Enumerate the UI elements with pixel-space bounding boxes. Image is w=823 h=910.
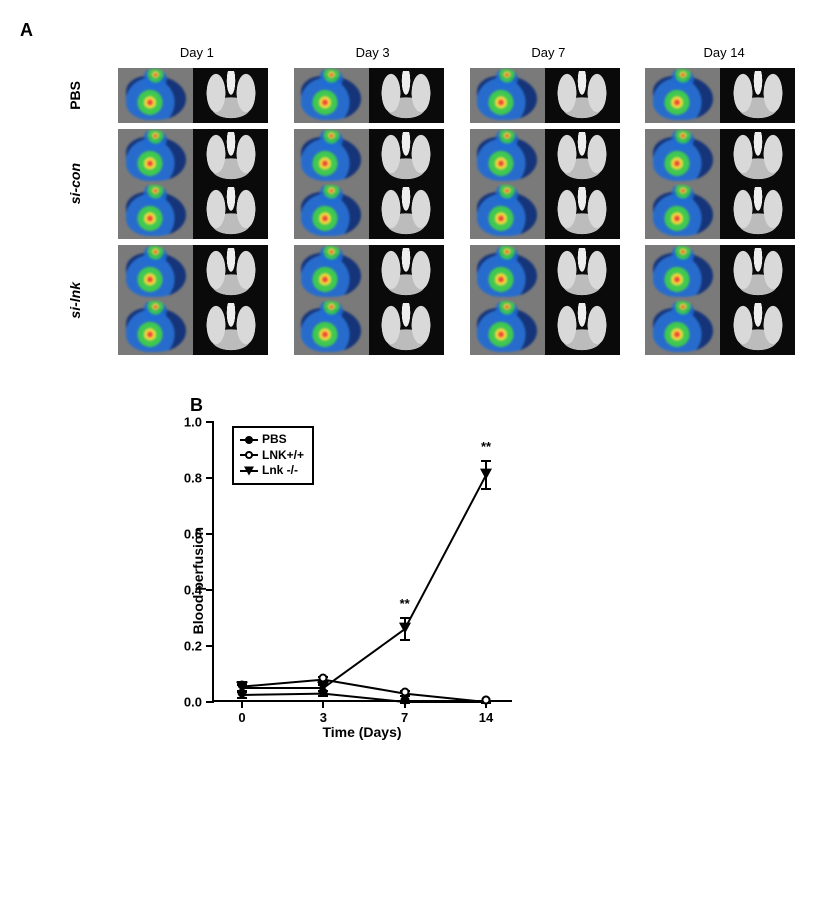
chart-ytick-label: 0.0 [184,695,214,710]
grayscale-image [193,68,268,123]
grayscale-image [720,245,795,300]
panel-a-image-pair [645,129,795,239]
chart-significance-marker: ** [481,439,491,454]
panel-b-label: B [190,395,803,416]
grayscale-image [369,129,444,184]
panel-a-image-pair [118,245,268,355]
grayscale-image [545,184,620,239]
chart-errorcap [400,617,410,619]
thermal-image [294,300,369,355]
thermal-image [645,129,720,184]
figure: A Day 1 Day 3 Day 7 Day 14 PBS si-con [20,20,803,740]
thermal-image [294,68,369,123]
thermal-image [470,68,545,123]
panel-a-image-pair [645,68,795,123]
chart-xtick-label: 3 [320,700,327,725]
grayscale-image [545,68,620,123]
panel-a-image-pair [470,129,620,239]
panel-a-col-header: Day 3 [294,45,452,60]
panel-a-image-pair [294,245,444,355]
panel-b: B Blood perfusion PBS LNK+/+ [190,395,803,740]
panel-a-col-header: Day 14 [645,45,803,60]
circle-open-icon [482,696,491,705]
chart-lines [214,422,514,702]
grayscale-image [720,129,795,184]
thermal-image [645,68,720,123]
chart-ytick-label: 0.8 [184,471,214,486]
chart-ytick-label: 0.4 [184,583,214,598]
thermal-image [294,184,369,239]
grayscale-image [369,68,444,123]
grayscale-image [720,184,795,239]
panel-a-row-label-sicon: si-con [67,163,83,204]
chart-ytick-label: 0.2 [184,639,214,654]
panel-a-col-header: Day 1 [118,45,276,60]
thermal-image [294,245,369,300]
chart-ytick-label: 0.6 [184,527,214,542]
panel-a-row-label-silnk: si-lnk [67,282,83,319]
chart-errorcap [400,639,410,641]
thermal-image [118,68,193,123]
panel-a-grid: Day 1 Day 3 Day 7 Day 14 PBS si-con si-l… [50,45,803,355]
chart-errorcap [481,460,491,462]
chart-ylabel: Blood perfusion [190,527,206,634]
grayscale-image [369,245,444,300]
panel-a-row-label-pbs: PBS [67,81,83,110]
panel-a-image-pair [118,129,268,239]
grayscale-image [193,300,268,355]
grayscale-image [545,300,620,355]
grayscale-image [369,184,444,239]
chart-container: Blood perfusion PBS LNK+/+ [190,422,803,740]
grayscale-image [369,300,444,355]
chart-ytick-label: 1.0 [184,415,214,430]
thermal-image [118,245,193,300]
grayscale-image [720,68,795,123]
panel-a-image-pair [118,68,268,123]
chart-xlabel: Time (Days) [212,724,512,740]
thermal-image [118,300,193,355]
thermal-image [645,300,720,355]
triangle-filled-icon [480,469,492,480]
panel-a-image-pair [294,129,444,239]
triangle-filled-icon [399,623,411,634]
grayscale-image [720,300,795,355]
panel-a-image-pair [294,68,444,123]
grayscale-image [545,245,620,300]
thermal-image [118,129,193,184]
thermal-image [118,184,193,239]
chart-significance-marker: ** [400,596,410,611]
grayscale-image [193,245,268,300]
thermal-image [470,300,545,355]
chart-plot-area: PBS LNK+/+ Lnk -/- 0.00.20.40.60.81.0037… [212,422,512,702]
triangle-filled-icon [317,682,329,693]
chart-errorcap [481,488,491,490]
panel-a-image-pair [470,245,620,355]
chart-xtick-label: 0 [238,700,245,725]
triangle-filled-icon [236,682,248,693]
thermal-image [470,245,545,300]
grayscale-image [193,184,268,239]
panel-a-image-pair [470,68,620,123]
thermal-image [470,184,545,239]
grayscale-image [545,129,620,184]
thermal-image [470,129,545,184]
thermal-image [294,129,369,184]
grayscale-image [193,129,268,184]
panel-a-col-header: Day 7 [470,45,628,60]
thermal-image [645,245,720,300]
panel-a-image-pair [645,245,795,355]
thermal-image [645,184,720,239]
circle-open-icon [400,687,409,696]
panel-a-label: A [20,20,803,41]
